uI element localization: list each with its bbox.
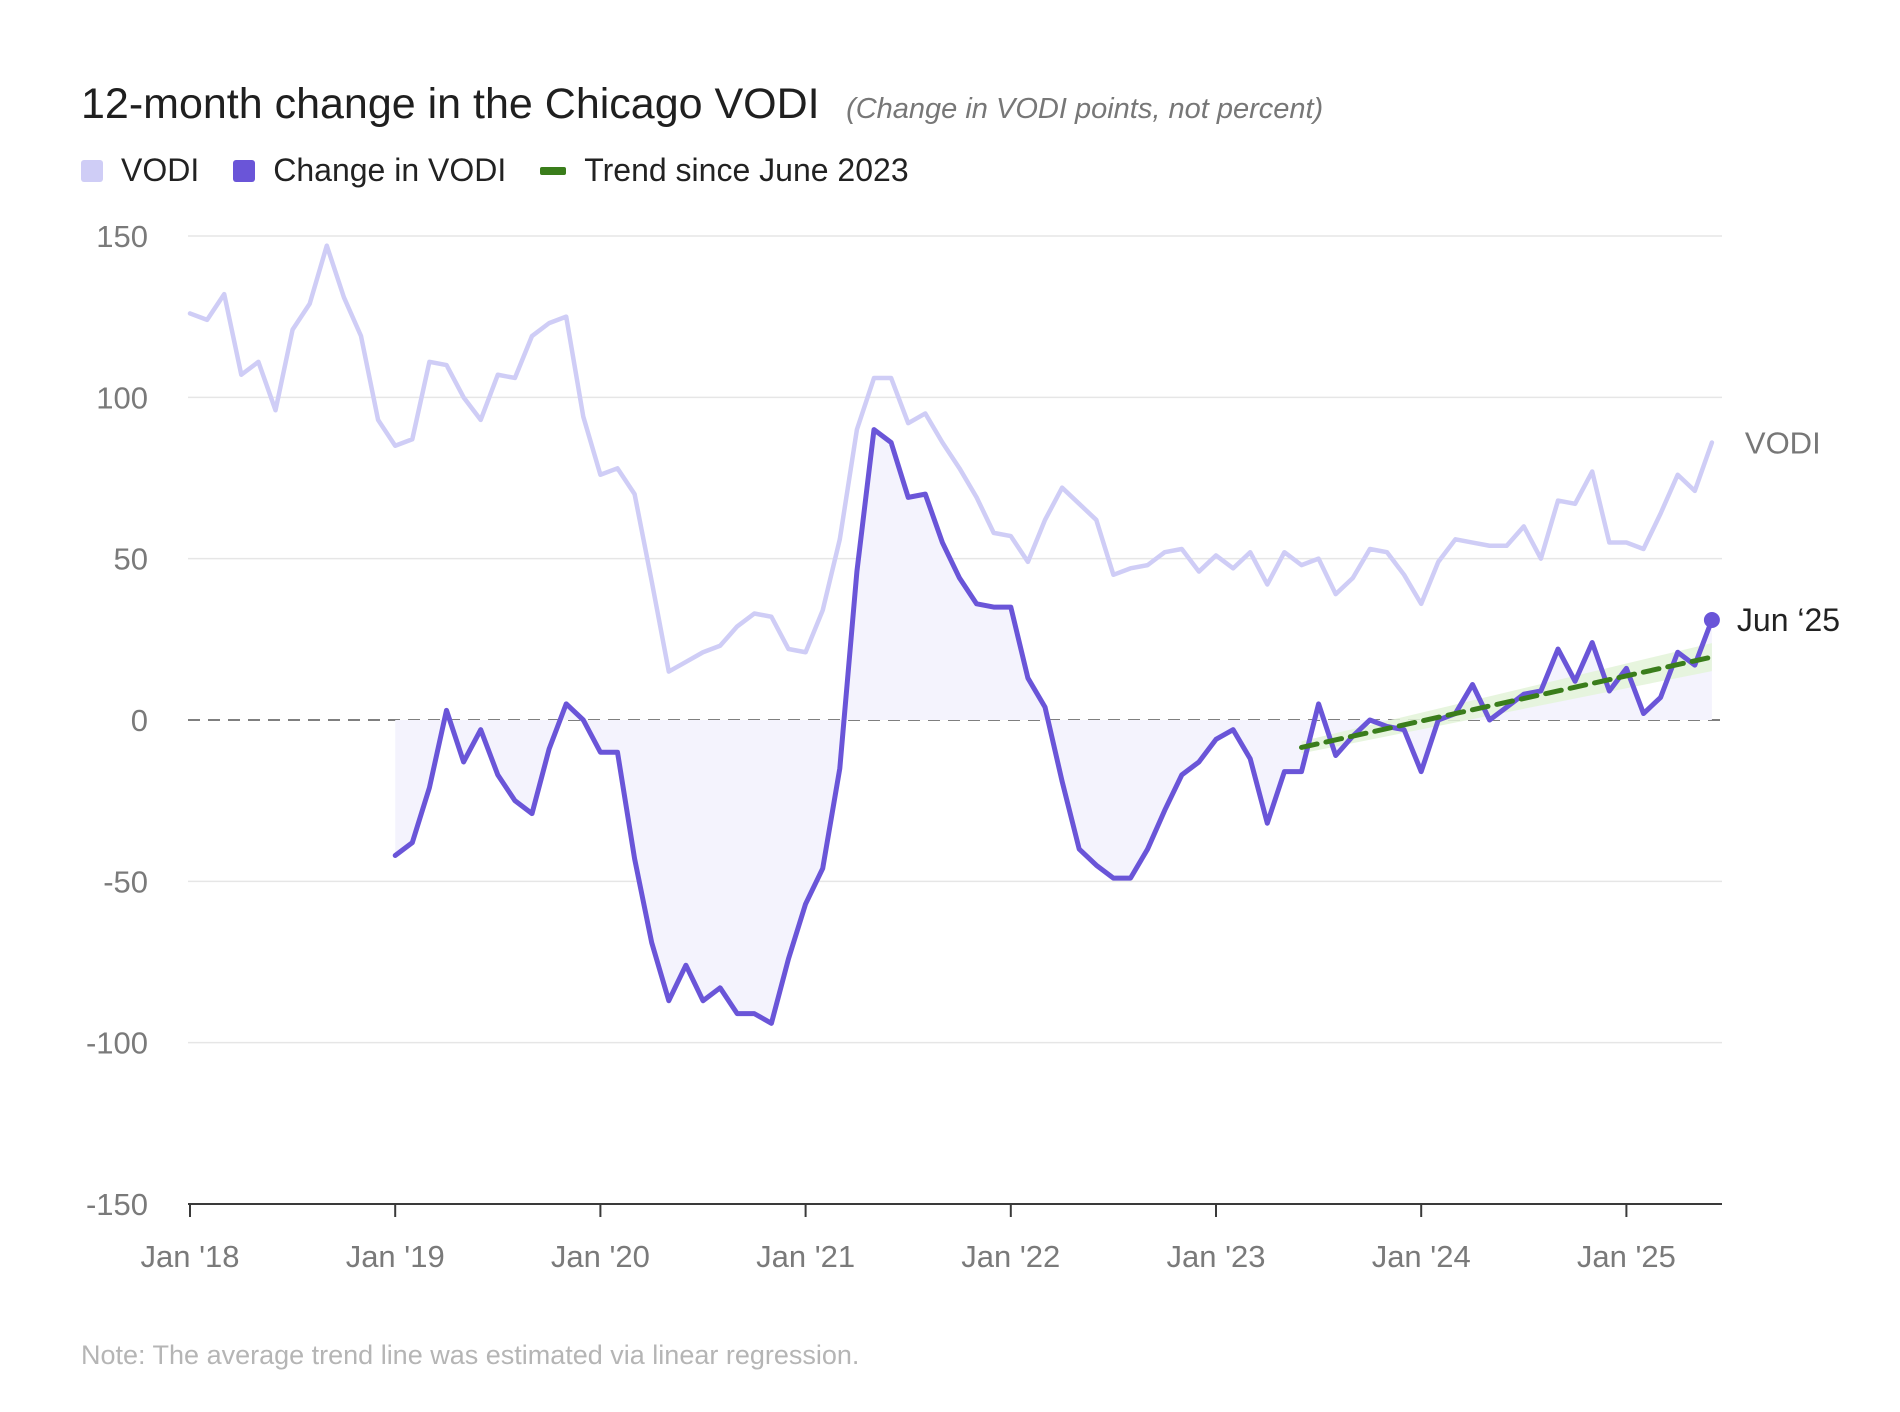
vodi-end-label: VODI bbox=[1745, 426, 1821, 461]
x-tick-label: Jan '22 bbox=[961, 1239, 1060, 1274]
title-row: 12-month change in the Chicago VODI (Cha… bbox=[81, 80, 1323, 129]
change-end-marker bbox=[1703, 611, 1720, 628]
y-tick-label: 100 bbox=[96, 380, 148, 415]
legend-label-vodi: VODI bbox=[121, 152, 200, 188]
x-tick-label: Jan '18 bbox=[141, 1239, 240, 1274]
y-tick-label: 50 bbox=[114, 542, 148, 577]
legend: VODI Change in VODI Trend since June 202… bbox=[81, 152, 943, 189]
x-tick-label: Jan '20 bbox=[551, 1239, 650, 1274]
legend-label-trend: Trend since June 2023 bbox=[584, 152, 909, 188]
vodi-line bbox=[187, 243, 1715, 674]
chart-subtitle: (Change in VODI points, not percent) bbox=[846, 93, 1324, 125]
y-tick-label: -150 bbox=[86, 1187, 148, 1222]
x-tick-label: Jan '25 bbox=[1577, 1239, 1676, 1274]
legend-swatch-change bbox=[233, 159, 256, 182]
y-tick-label: -50 bbox=[103, 864, 148, 899]
change-line bbox=[392, 427, 1715, 1026]
x-tick-label: Jan '19 bbox=[346, 1239, 445, 1274]
legend-swatch-trend bbox=[540, 166, 567, 175]
chart-title: 12-month change in the Chicago VODI bbox=[81, 80, 820, 128]
change-end-label: Jun ‘25 bbox=[1737, 602, 1840, 638]
trend-band bbox=[1301, 643, 1712, 754]
footnote: Note: The average trend line was estimat… bbox=[81, 1340, 860, 1370]
y-tick-label: 150 bbox=[96, 219, 148, 254]
x-tick-label: Jan '21 bbox=[756, 1239, 855, 1274]
legend-item-vodi: VODI bbox=[81, 152, 199, 189]
x-tick-label: Jan '23 bbox=[1167, 1239, 1266, 1274]
legend-item-change: Change in VODI bbox=[233, 152, 506, 189]
y-tick-label: 0 bbox=[131, 703, 148, 738]
change-area-fill bbox=[395, 429, 1712, 1024]
y-tick-label: -100 bbox=[86, 1026, 148, 1061]
trend-line bbox=[1299, 654, 1715, 750]
legend-label-change: Change in VODI bbox=[273, 152, 507, 188]
legend-swatch-vodi bbox=[81, 159, 103, 182]
legend-item-trend: Trend since June 2023 bbox=[540, 152, 909, 189]
x-tick-label: Jan '24 bbox=[1372, 1239, 1471, 1274]
